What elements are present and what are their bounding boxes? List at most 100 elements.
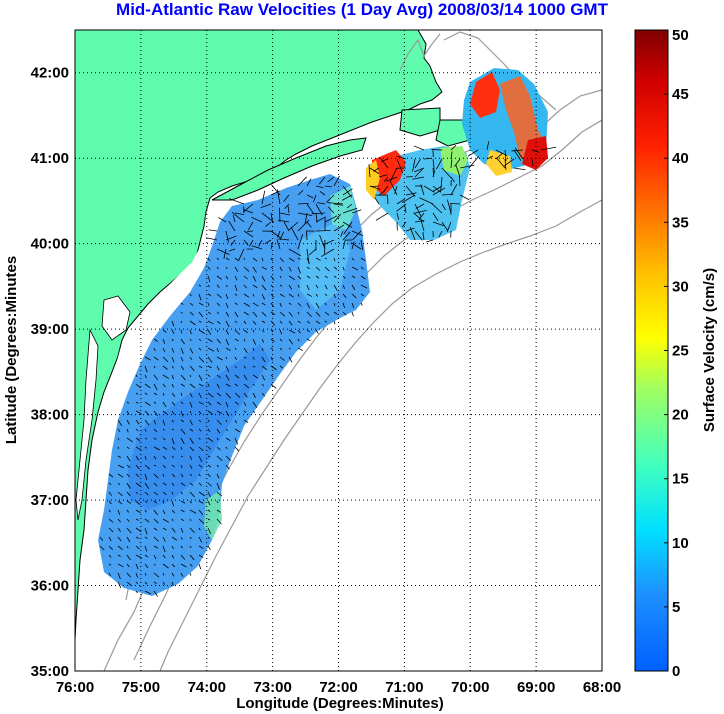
velocity-vector [415,203,425,210]
velocity-vector [180,311,183,314]
velocity-vector [251,216,263,223]
velocity-vector [279,284,283,287]
velocity-vector [455,164,461,178]
velocity-vector [198,437,201,440]
velocity-vector [171,401,176,406]
velocity-vector [189,293,192,297]
velocity-vector [171,347,175,353]
velocity-vector [126,554,131,561]
velocity-vector [144,356,151,361]
colorbar-tick-label: 5 [672,599,680,616]
velocity-vector [189,527,195,533]
velocity-vector [162,338,166,345]
velocity-vector [216,365,220,371]
velocity-vector [225,374,230,381]
velocity-vector [261,302,266,306]
colorbar-tick-label: 30 [672,278,689,295]
velocity-vector [153,572,160,578]
velocity-vector [387,195,389,205]
velocity-vector [404,205,407,214]
velocity-vector [153,527,158,531]
velocity-vector [252,347,255,351]
velocity-vector [261,284,267,291]
velocity-vector [308,248,317,256]
velocity-vector [171,464,175,468]
velocity-vector [315,266,321,271]
velocity-vector [189,455,193,460]
velocity-vector [270,293,275,298]
velocity-vector [153,446,161,451]
velocity-vector [153,392,158,396]
colorbar-tick-label: 15 [672,471,689,488]
velocity-vector [153,437,157,440]
velocity-vector [252,383,255,386]
velocity-vector [243,410,247,413]
velocity-vector [420,218,425,232]
velocity-vector [243,284,247,289]
velocity-vector [171,338,174,342]
velocity-vector [234,311,239,318]
velocity-vector [162,347,166,353]
velocity-vector [171,554,175,559]
velocity-vector [360,302,363,306]
velocity-vector [324,275,328,279]
velocity-vector [162,572,165,576]
velocity-vector [333,257,336,262]
velocity-vector [252,365,256,368]
velocity-vector [162,464,166,469]
velocity-vector [198,455,203,462]
velocity-vector [315,293,319,297]
velocity-vector [207,491,211,498]
velocity-vector [252,293,255,297]
velocity-vector [432,187,446,196]
velocity-vector [117,482,121,486]
velocity-vector [441,203,446,211]
velocity-vector [189,545,192,548]
velocity-vector [117,563,124,568]
velocity-vector [153,509,158,516]
velocity-vector [126,428,129,433]
velocity-vector [360,257,366,262]
velocity-vector [278,207,281,223]
velocity-vector [383,176,389,182]
velocity-vector [405,185,416,197]
velocity-vector [276,189,281,205]
velocity-vector [315,329,319,334]
velocity-vector [333,213,342,223]
velocity-vector [247,221,254,231]
velocity-vector [390,181,398,196]
velocity-vector [135,446,142,451]
velocity-vector [243,230,254,238]
velocity-vector [432,158,435,170]
velocity-vector [126,527,132,534]
velocity-vector [297,202,309,205]
velocity-vector [234,437,239,445]
velocity-vector [327,176,335,183]
velocity-vector [126,482,131,489]
velocity-vector [135,563,139,570]
velocity-vector [198,347,202,351]
velocity-vector [459,164,475,169]
velocity-vector [207,527,211,535]
velocity-vector [360,284,368,289]
velocity-vector [207,383,210,387]
velocity-vector [261,293,266,300]
velocity-vector [135,401,139,404]
velocity-vector [135,482,142,487]
velocity-vector [117,455,122,458]
velocity-vector [270,320,276,326]
velocity-vector [270,257,273,261]
velocity-vector [162,473,165,477]
velocity-vector [198,446,204,452]
velocity-vector [189,437,194,444]
velocity-vector [368,164,371,178]
velocity-vector [297,275,302,280]
velocity-vector [504,158,507,170]
velocity-vector [297,329,301,334]
velocity-vector [207,356,213,363]
velocity-vector [153,500,158,504]
y-tick-label: 36:00 [31,578,69,595]
colorbar-tick-label: 20 [672,407,689,424]
velocity-vector [401,221,407,228]
velocity-vector [333,293,336,299]
